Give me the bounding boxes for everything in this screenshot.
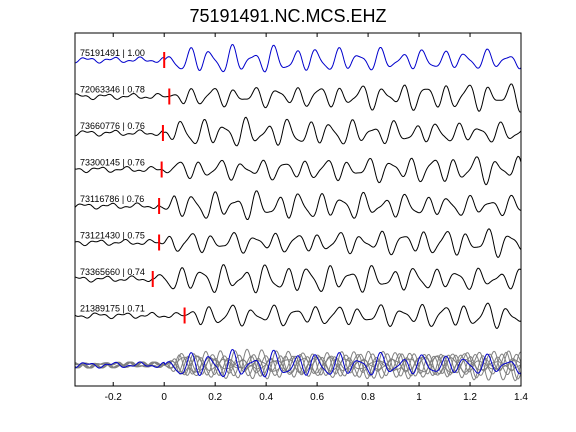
overlay-trace — [74, 349, 522, 380]
trace-line — [74, 83, 522, 113]
trace-label: 21389175 | 0.71 — [80, 304, 145, 314]
x-tick-label: -0.2 — [105, 392, 123, 403]
trace-line — [74, 44, 522, 73]
trace-8: 21389175 | 0.71 — [74, 302, 522, 330]
trace-label: 73300145 | 0.76 — [80, 158, 145, 168]
overlay-stack — [74, 348, 522, 382]
x-tick-label: 1.4 — [514, 392, 528, 403]
overlay-trace — [74, 350, 522, 380]
axes-frame — [74, 32, 522, 387]
overlay-trace — [74, 351, 522, 382]
trace-line — [74, 190, 522, 220]
overlay-trace — [74, 351, 522, 381]
trace-line — [74, 264, 522, 294]
trace-5: 73116786 | 0.76 — [74, 190, 522, 220]
chart-title: 75191491.NC.MCS.EHZ — [189, 6, 387, 26]
trace-label: 72063346 | 0.78 — [80, 85, 145, 95]
x-tick-label: 0.2 — [208, 392, 222, 403]
trace-3: 73660776 | 0.76 — [74, 116, 522, 147]
x-axis: -0.2 0 0.2 0.4 0.6 0.8 1 1.2 1.4 — [105, 33, 528, 403]
overlay-reference-trace — [74, 349, 522, 378]
trace-7: 73365660 | 0.74 — [74, 264, 522, 294]
x-tick-label: 0.4 — [259, 392, 273, 403]
trace-4: 73300145 | 0.76 — [74, 155, 522, 186]
trace-2: 72063346 | 0.78 — [74, 83, 522, 113]
x-tick-label: 0.8 — [361, 392, 375, 403]
trace-label: 73660776 | 0.76 — [80, 121, 145, 131]
trace-label: 75191491 | 1.00 — [80, 48, 145, 58]
x-tick-label: 0 — [161, 392, 167, 403]
x-tick-label: 1 — [416, 392, 422, 403]
trace-label: 73116786 | 0.76 — [80, 194, 144, 204]
trace-line — [74, 228, 522, 259]
trace-label: 73365660 | 0.74 — [80, 267, 145, 277]
plot-area: 75191491 | 1.00 72063346 | 0.78 73660776 |… — [74, 44, 522, 382]
trace-line — [74, 155, 522, 186]
x-tick-label: 0.6 — [310, 392, 324, 403]
trace-line — [74, 116, 522, 147]
trace-label: 73121430 | 0.75 — [80, 231, 145, 241]
x-tick-label: 1.2 — [463, 392, 477, 403]
overlay-trace — [74, 348, 522, 379]
trace-1: 75191491 | 1.00 — [74, 44, 522, 73]
trace-6: 73121430 | 0.75 — [74, 228, 522, 259]
trace-line — [74, 302, 522, 330]
